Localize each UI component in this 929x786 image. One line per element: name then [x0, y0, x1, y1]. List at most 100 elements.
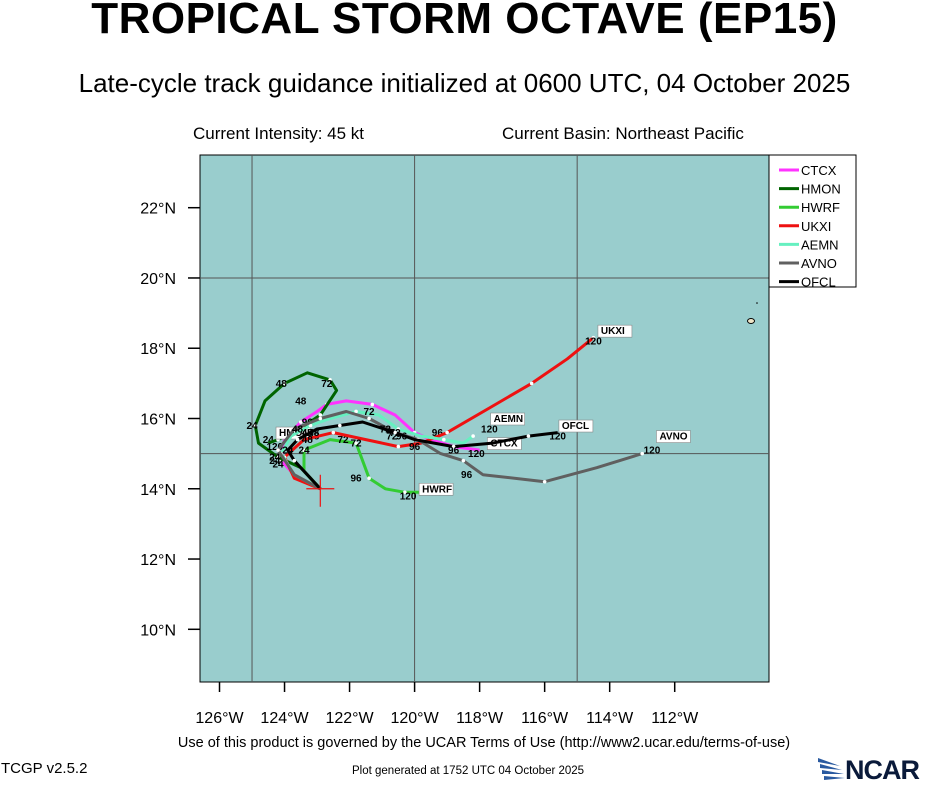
- model-end-label: OFCL: [562, 421, 589, 432]
- lon-tick-label: 126°W: [195, 710, 244, 727]
- track-point: [451, 444, 456, 449]
- forecast-hour-label: 48: [276, 379, 288, 390]
- model-end-label: HWRF: [422, 484, 452, 495]
- track-point: [396, 444, 401, 449]
- forecast-hour-label: 72: [364, 407, 376, 418]
- forecast-hour-label: 24: [269, 456, 281, 467]
- legend-entry: CTCX: [801, 163, 837, 178]
- forecast-hour-label: 72: [321, 379, 333, 390]
- model-label-box: [558, 419, 594, 433]
- track-point: [298, 420, 303, 424]
- legend-entry: AVNO: [801, 256, 837, 271]
- forecast-hour-label: 48: [302, 435, 314, 446]
- lat-tick-label: 12°N: [140, 552, 176, 569]
- lat-tick-label: 20°N: [140, 271, 176, 288]
- forecast-hour-label: 24: [272, 460, 284, 471]
- forecast-hour-label: 48: [295, 396, 307, 407]
- lat-tick-label: 22°N: [140, 201, 176, 218]
- track-point: [292, 458, 297, 463]
- model-label-box: [418, 482, 454, 496]
- track-line: [286, 420, 558, 490]
- model-end-label: AVNO: [659, 432, 687, 443]
- track-point: [331, 430, 336, 435]
- model-label-box: [490, 412, 525, 426]
- island-shape: [747, 318, 755, 324]
- track-point: [370, 402, 375, 407]
- forecast-hour-label: 72: [386, 432, 398, 443]
- forecast-hour-label: 24: [263, 435, 275, 446]
- track-point: [338, 423, 342, 428]
- map-ocean: [199, 154, 770, 683]
- track-point: [367, 476, 371, 481]
- island-shape: [756, 302, 758, 304]
- track-point: [529, 381, 534, 386]
- forecast-hour-label: 24: [246, 421, 258, 432]
- track-point: [253, 423, 258, 428]
- forecast-hour-label: 120: [400, 491, 417, 502]
- track-point: [318, 413, 323, 417]
- forecast-hour-label: 120: [644, 446, 661, 457]
- forecast-hour-label: 120: [549, 432, 566, 443]
- forecast-hour-label: 72: [351, 439, 363, 450]
- forecast-hour-label: 96: [409, 442, 421, 453]
- legend-entry: UKXI: [801, 219, 831, 234]
- track-point: [393, 430, 397, 435]
- track-point: [276, 448, 280, 452]
- lat-tick-label: 18°N: [140, 341, 176, 358]
- track-point: [396, 427, 401, 431]
- ncar-logo-icon: [818, 758, 845, 780]
- lon-tick-label: 116°W: [521, 710, 569, 727]
- generated-time: Plot generated at 1752 UTC 04 October 20…: [352, 765, 585, 777]
- lat-tick-label: 10°N: [140, 622, 176, 639]
- lon-tick-label: 112°W: [651, 710, 699, 727]
- forecast-hour-label: 96: [448, 446, 460, 457]
- lat-tick-label: 14°N: [140, 482, 176, 499]
- legend-box: [768, 154, 857, 288]
- forecast-hour-label: 96: [461, 470, 473, 481]
- page-subtitle: Late-cycle track guidance initialized at…: [78, 68, 851, 98]
- track-point: [526, 434, 531, 438]
- track-point: [302, 448, 306, 452]
- track-point: [282, 381, 287, 386]
- legend-entry: HWRF: [801, 200, 840, 215]
- track-point: [542, 479, 547, 484]
- legend-entry: AEMN: [801, 237, 839, 252]
- current-basin: Current Basin: Northeast Pacific: [502, 124, 744, 143]
- terms-of-use: Use of this product is governed by the U…: [177, 735, 791, 751]
- forecast-hour-label: 72: [338, 435, 350, 446]
- track-point: [276, 455, 280, 459]
- legend-entry: OFCL: [801, 275, 836, 290]
- track-point: [461, 458, 466, 463]
- track-point: [354, 409, 358, 414]
- track-point: [367, 416, 371, 421]
- forecast-hour-label: 96: [432, 428, 444, 439]
- track-point: [445, 430, 449, 435]
- track-point: [354, 441, 358, 445]
- forecast-hour-label: 96: [396, 432, 408, 443]
- track-point: [403, 490, 407, 495]
- lon-tick-label: 122°W: [325, 710, 374, 727]
- track-point: [318, 416, 323, 421]
- model-label-box: [656, 430, 691, 443]
- track-point: [442, 437, 446, 442]
- forecast-hour-label: 120: [481, 425, 498, 436]
- track-line: [302, 438, 422, 494]
- forecast-hour-label: 48: [308, 428, 320, 439]
- lon-tick-label: 118°W: [456, 710, 504, 727]
- forecast-hour-label: 48: [292, 425, 304, 436]
- track-point: [591, 335, 596, 340]
- lon-tick-label: 114°W: [586, 710, 634, 727]
- model-end-label: AEMN: [494, 414, 523, 425]
- track-point: [295, 437, 300, 442]
- forecast-hour-label: 120: [585, 337, 602, 348]
- model-label-box: [597, 324, 633, 338]
- page-title: TROPICAL STORM OCTAVE (EP15): [91, 0, 838, 43]
- forecast-hour-label: 120: [266, 442, 283, 453]
- forecast-hour-label: 24: [298, 446, 310, 457]
- legend-entry: HMON: [801, 182, 841, 197]
- track-point: [471, 434, 475, 438]
- forecast-hour-label: 24: [269, 453, 281, 464]
